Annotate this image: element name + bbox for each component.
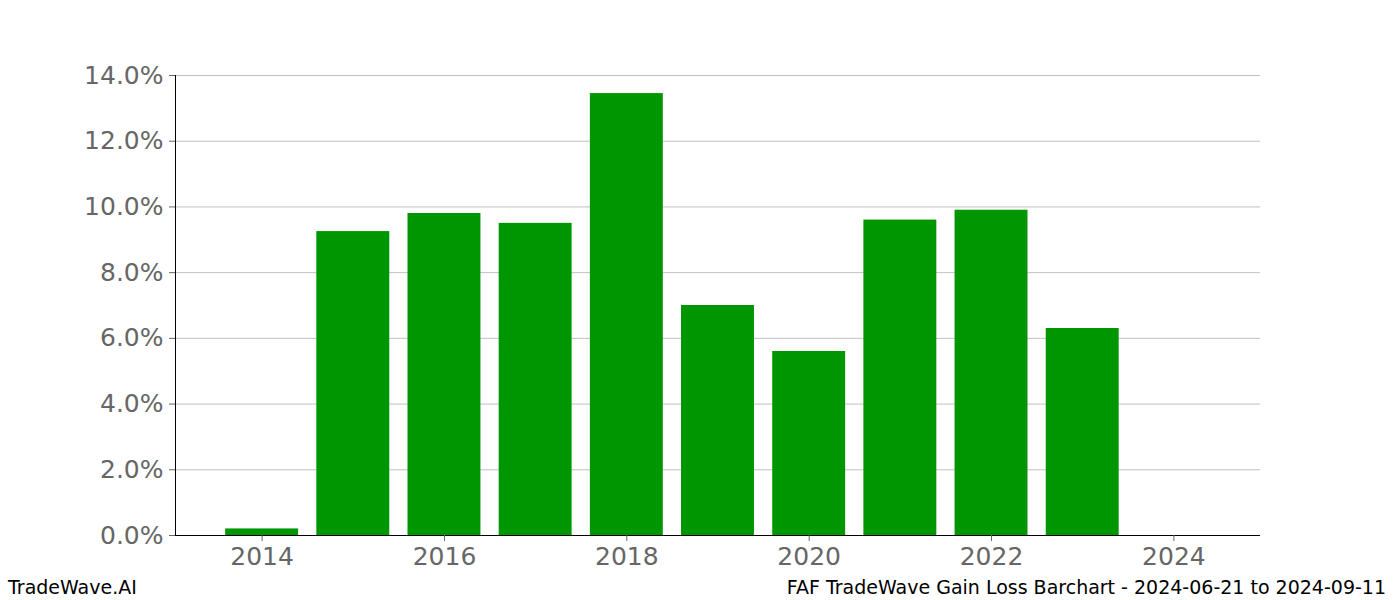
svg-text:6.0%: 6.0% <box>100 323 164 352</box>
svg-text:8.0%: 8.0% <box>100 258 164 287</box>
svg-text:2016: 2016 <box>413 542 477 571</box>
svg-text:10.0%: 10.0% <box>84 192 163 221</box>
svg-text:2014: 2014 <box>230 542 294 571</box>
svg-text:2018: 2018 <box>595 542 659 571</box>
svg-text:0.0%: 0.0% <box>100 521 164 550</box>
html-text:FAF TradeWave Gain Loss Barcha: FAF TradeWave Gain Loss Barchart - 2024-… <box>786 576 1386 598</box>
html-text:TradeWave.AI: TradeWave.AI <box>8 576 137 598</box>
svg-text:12.0%: 12.0% <box>84 126 163 155</box>
svg-text:2024: 2024 <box>1142 542 1206 571</box>
svg-text:14.0%: 14.0% <box>84 61 163 90</box>
svg-text:2020: 2020 <box>777 542 841 571</box>
svg-text:2022: 2022 <box>960 542 1024 571</box>
svg-text:4.0%: 4.0% <box>100 389 164 418</box>
svg-text:2.0%: 2.0% <box>100 455 164 484</box>
